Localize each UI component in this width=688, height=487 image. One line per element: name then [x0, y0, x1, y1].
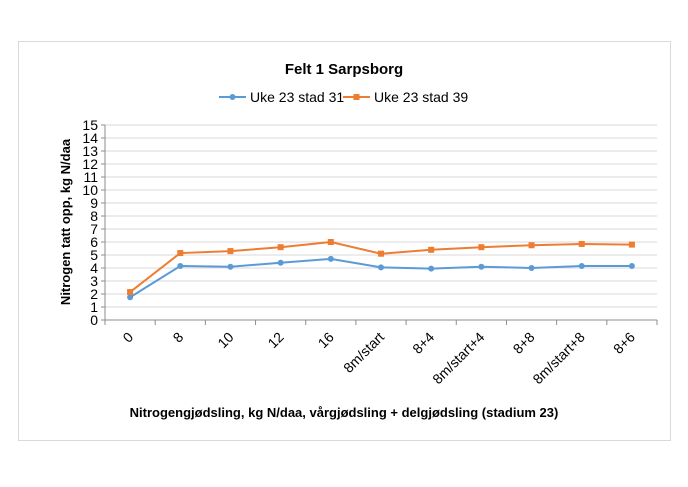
data-point-series-0 [378, 264, 384, 271]
gridlines [105, 124, 657, 308]
x-tick-label: 16 [315, 329, 337, 351]
data-point-series-0 [277, 259, 284, 266]
y-tick-label: 14 [82, 130, 98, 146]
y-axis-label: Nitrogen tatt opp, kg N/daa [58, 138, 73, 305]
legend-item-series-0: Uke 23 stad 31 [219, 89, 344, 105]
data-point-series-0 [127, 294, 134, 301]
y-tick-label: 1 [90, 299, 98, 315]
legend: Uke 23 stad 31 Uke 23 stad 39 [219, 89, 468, 105]
y-tick-label: 7 [90, 221, 98, 237]
data-point-series-1 [177, 250, 184, 257]
y-tick-label: 6 [90, 234, 98, 250]
data-point-series-0 [177, 263, 184, 270]
y-tick-label: 12 [82, 156, 98, 172]
data-point-series-1 [528, 242, 535, 249]
x-axis-label: Nitrogengjødsling, kg N/daa, vårgjødslin… [130, 405, 559, 420]
data-point-series-0 [227, 263, 234, 270]
y-tick-label: 15 [82, 117, 98, 133]
data-point-series-1 [478, 244, 485, 251]
y-tick-label: 0 [90, 312, 98, 328]
data-point-series-1 [327, 239, 334, 245]
x-tick-label: 8m/start [340, 329, 387, 376]
data-point-series-1 [277, 244, 284, 251]
data-point-series-1 [127, 289, 134, 296]
x-tick-label: 8+6 [610, 329, 638, 357]
y-tick-label: 8 [90, 208, 98, 224]
x-tick-labels: 0 8 10 12 16 8m/start 8+48m/start+4 8+88m/start… [119, 329, 638, 388]
data-point-series-1 [628, 241, 635, 248]
y-tick-label: 4 [90, 260, 98, 276]
legend-item-series-1: Uke 23 stad 39 [343, 89, 468, 105]
data-point-series-0 [428, 265, 435, 272]
data-point-series-1 [578, 240, 585, 247]
y-tick-label: 2 [90, 286, 98, 302]
data-point-series-0 [528, 265, 535, 271]
axes [101, 124, 658, 325]
x-tick-label: 10 [214, 329, 236, 351]
y-tick-label: 10 [82, 182, 98, 198]
x-tick-label: 8m/start+8 [529, 329, 588, 388]
x-tick-label: 0 [119, 329, 136, 346]
legend-label-series-1: Uke 23 stad 39 [374, 89, 468, 105]
y-tick-label: 3 [90, 273, 98, 289]
legend-label-series-0: Uke 23 stad 31 [250, 89, 344, 105]
data-point-series-1 [428, 246, 435, 253]
data-point-series-1 [227, 248, 234, 255]
y-tick-label: 5 [90, 247, 98, 263]
x-tick-label: 8 [170, 329, 187, 346]
chart-frame [18, 41, 671, 441]
data-point-series-0 [327, 255, 334, 262]
series-group [127, 239, 635, 301]
data-point-series-0 [478, 263, 485, 270]
x-tick-label: 8+8 [510, 329, 538, 357]
x-tick-label: 12 [264, 329, 286, 351]
x-tick-label: 8+4 [409, 329, 437, 357]
data-point-series-0 [628, 263, 635, 270]
data-point-series-1 [378, 250, 384, 257]
data-point-series-0 [578, 263, 585, 270]
y-tick-label: 9 [90, 195, 98, 211]
y-tick-label: 13 [82, 143, 98, 159]
chart-title: Felt 1 Sarpsborg [285, 61, 403, 78]
x-tick-label: 8m/start+4 [429, 329, 488, 388]
y-tick-label: 11 [83, 169, 98, 185]
